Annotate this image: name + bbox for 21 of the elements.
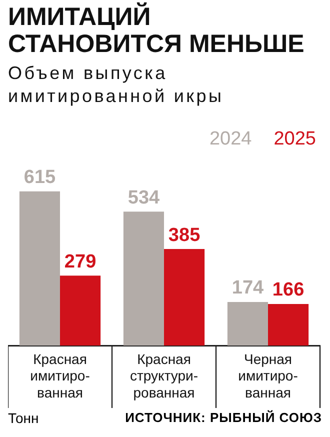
data-label: 534 <box>128 187 160 208</box>
text: 2025 <box>274 128 316 150</box>
x-tick-label: Красная структури-рованная <box>130 350 198 400</box>
x-tick-label: Черная имитиро-ванная <box>238 350 298 400</box>
text: 2024 <box>209 128 252 150</box>
text: ИСТОЧНИК: РЫБНЫЙ СОЮЗ <box>125 410 322 426</box>
chart-title: ИМИТАЦИЙ СТАНОВИТСЯ МЕНЬШЕ <box>8 3 306 58</box>
data-label: 385 <box>168 224 201 246</box>
text: Тонн <box>8 410 39 426</box>
bar <box>164 249 205 346</box>
data-label: 615 <box>24 167 56 188</box>
data-label: 174 <box>232 278 264 299</box>
bar <box>60 276 101 346</box>
bar <box>268 304 309 346</box>
x-tick-label: Красная имитиро-ванная <box>30 350 90 400</box>
data-label: 279 <box>64 251 96 272</box>
bar <box>227 302 268 346</box>
bar <box>19 191 60 346</box>
bar <box>123 212 164 346</box>
data-label: 166 <box>272 280 304 301</box>
chart-subtitle: Объем выпуска имитированной икры <box>8 62 225 108</box>
